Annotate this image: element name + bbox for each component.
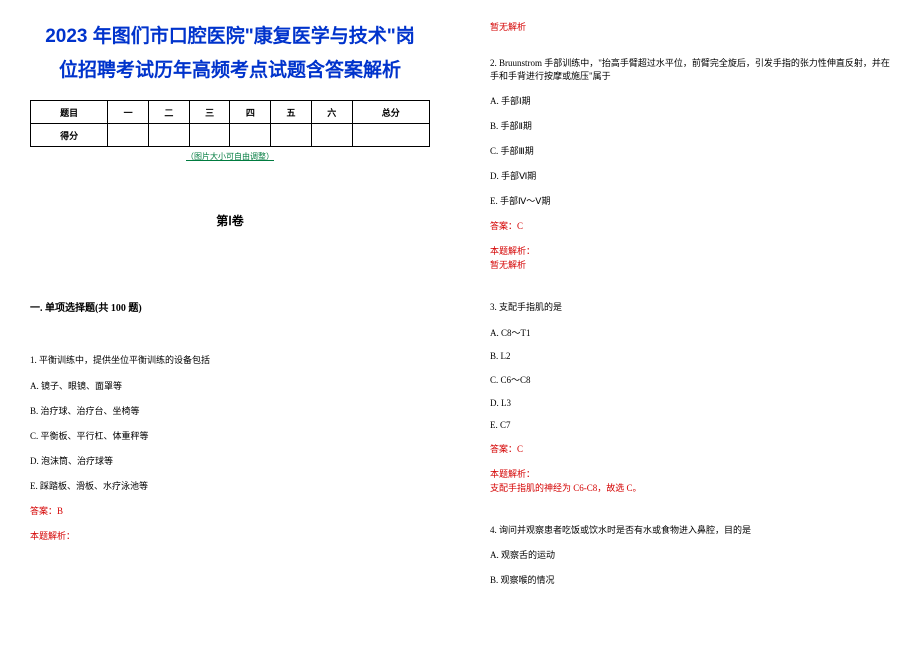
- title-line-1: 2023 年图们市口腔医院"康复医学与技术"岗: [30, 20, 430, 54]
- q4-stem: 4. 询问并观察患者吃饭或饮水时是否有水或食物进入鼻腔，目的是: [490, 524, 890, 537]
- q3-analysis-body: 支配手指肌的神经为 C6-C8，故选 C。: [490, 481, 890, 494]
- cell: [149, 124, 190, 147]
- q3-opt-d: D. L3: [490, 398, 890, 408]
- q2-opt-a: A. 手部Ⅰ期: [490, 94, 890, 107]
- q3-stem: 3. 支配手指肌的是: [490, 301, 890, 314]
- score-table: 题目 一 二 三 四 五 六 总分 得分: [30, 100, 430, 147]
- cell: [230, 124, 271, 147]
- section-heading: 一. 单项选择题(共 100 题): [30, 299, 430, 314]
- th-4: 四: [230, 101, 271, 124]
- th-3: 三: [189, 101, 230, 124]
- q3-answer: 答案：C: [490, 442, 890, 455]
- title-line-2: 位招聘考试历年高频考点试题含答案解析: [30, 54, 430, 88]
- th-6: 六: [311, 101, 352, 124]
- question-4: 4. 询问并观察患者吃饭或饮水时是否有水或食物进入鼻腔，目的是 A. 观察舌的运…: [490, 524, 890, 587]
- q1-analysis-body: 暂无解析: [490, 20, 890, 33]
- question-3: 3. 支配手指肌的是 A. C8～T1 B. L2 C. C6～C8 D. L3…: [490, 301, 890, 494]
- q1-opt-c: C. 平衡板、平行杠、体重秤等: [30, 429, 430, 442]
- row-label: 得分: [31, 124, 108, 147]
- question-1: 1. 平衡训练中，提供坐位平衡训练的设备包括 A. 镜子、眼镜、面罩等 B. 治…: [30, 354, 430, 542]
- q3-opt-c: C. C6～C8: [490, 373, 890, 386]
- question-2: 2. Bruunstrom 手部训练中，"抬高手臂超过水平位，前臂完全旋后，引发…: [490, 57, 890, 271]
- table-row: 题目 一 二 三 四 五 六 总分: [31, 101, 430, 124]
- q3-opt-b: B. L2: [490, 351, 890, 361]
- q1-opt-b: B. 治疗球、治疗台、坐椅等: [30, 404, 430, 417]
- cell: [352, 124, 429, 147]
- volume-heading: 第Ⅰ卷: [30, 212, 430, 229]
- q2-stem: 2. Bruunstrom 手部训练中，"抬高手臂超过水平位，前臂完全旋后，引发…: [490, 57, 890, 82]
- cell: [189, 124, 230, 147]
- q2-answer: 答案：C: [490, 219, 890, 232]
- cell: [108, 124, 149, 147]
- q1-opt-e: E. 踩踏板、滑板、水疗泳池等: [30, 479, 430, 492]
- q2-opt-d: D. 手部Ⅵ期: [490, 169, 890, 182]
- q3-analysis-label: 本题解析：: [490, 467, 890, 480]
- cell: [271, 124, 312, 147]
- q2-opt-e: E. 手部Ⅳ～Ⅴ期: [490, 194, 890, 207]
- th-total: 总分: [352, 101, 429, 124]
- q1-answer: 答案：B: [30, 504, 430, 517]
- th-topic: 题目: [31, 101, 108, 124]
- q1-opt-a: A. 镜子、眼镜、面罩等: [30, 379, 430, 392]
- image-resize-note: （图片大小可自由调整）: [30, 151, 430, 162]
- q3-opt-e: E. C7: [490, 420, 890, 430]
- doc-title: 2023 年图们市口腔医院"康复医学与技术"岗 位招聘考试历年高频考点试题含答案…: [30, 20, 430, 88]
- q2-analysis-label: 本题解析：: [490, 244, 890, 257]
- q2-opt-b: B. 手部Ⅱ期: [490, 119, 890, 132]
- q4-opt-b: B. 观察喉的情况: [490, 573, 890, 586]
- th-1: 一: [108, 101, 149, 124]
- q2-opt-c: C. 手部Ⅲ期: [490, 144, 890, 157]
- q2-analysis-body: 暂无解析: [490, 258, 890, 271]
- q3-opt-a: A. C8～T1: [490, 326, 890, 339]
- table-row: 得分: [31, 124, 430, 147]
- th-5: 五: [271, 101, 312, 124]
- q1-analysis-label: 本题解析：: [30, 529, 430, 542]
- q1-stem: 1. 平衡训练中，提供坐位平衡训练的设备包括: [30, 354, 430, 367]
- th-2: 二: [149, 101, 190, 124]
- q1-opt-d: D. 泡沫筒、治疗球等: [30, 454, 430, 467]
- q4-opt-a: A. 观察舌的运动: [490, 548, 890, 561]
- cell: [311, 124, 352, 147]
